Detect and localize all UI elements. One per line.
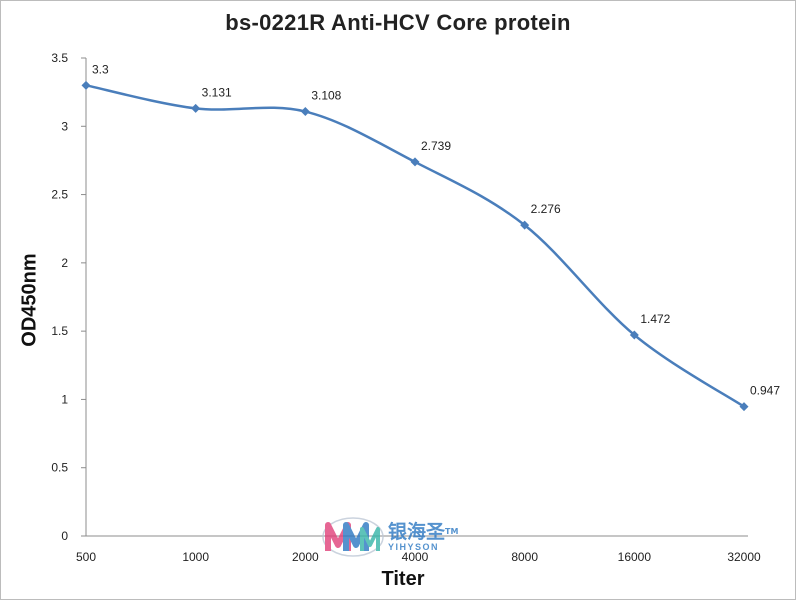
y-tick-label: 1 bbox=[61, 392, 68, 406]
data-point bbox=[410, 157, 420, 167]
x-axis-label: Titer bbox=[381, 568, 425, 590]
data-label: 0.947 bbox=[750, 384, 780, 398]
series-line bbox=[85, 84, 745, 408]
data-point bbox=[81, 80, 91, 90]
data-labels: 3.3 3.131 3.108 2.739 2.276 1.472 0.947 bbox=[92, 62, 780, 397]
yihyson-logo-icon bbox=[322, 517, 384, 557]
y-tick-label: 2 bbox=[61, 256, 68, 270]
x-tick-label: 32000 bbox=[727, 550, 761, 564]
data-label: 2.739 bbox=[421, 139, 451, 153]
axes bbox=[85, 58, 748, 537]
watermark-logo: 银海圣TM YIHYSON bbox=[322, 515, 458, 559]
chart-title: bs-0221R Anti-HCV Core protein bbox=[225, 10, 571, 35]
x-tick-label: 16000 bbox=[618, 550, 652, 564]
data-label: 3.131 bbox=[202, 85, 232, 99]
x-tick-labels: 500 1000 2000 4000 8000 16000 32000 bbox=[76, 550, 761, 564]
watermark-tm: TM bbox=[445, 527, 459, 536]
x-tick-label: 1000 bbox=[182, 550, 209, 564]
y-tick-label: 3 bbox=[61, 119, 68, 133]
y-tick-label: 1.5 bbox=[51, 324, 68, 338]
data-point bbox=[520, 220, 530, 230]
data-label: 1.472 bbox=[640, 312, 670, 326]
data-point bbox=[300, 107, 310, 117]
data-point bbox=[629, 330, 639, 340]
data-label: 3.108 bbox=[311, 89, 341, 103]
data-point bbox=[739, 402, 749, 412]
watermark-en-text: YIHYSON bbox=[388, 542, 440, 552]
data-label: 2.276 bbox=[531, 202, 561, 216]
y-tick-label: 0.5 bbox=[51, 461, 68, 475]
watermark-cn-text: 银海圣 bbox=[388, 521, 446, 543]
y-tick-labels: 0 0.5 1 1.5 2 2.5 3 3.5 bbox=[51, 51, 86, 543]
y-tick-label: 0 bbox=[61, 529, 68, 543]
y-tick-label: 2.5 bbox=[51, 188, 68, 202]
data-label: 3.3 bbox=[92, 62, 109, 76]
x-tick-label: 500 bbox=[76, 550, 96, 564]
data-points bbox=[81, 80, 749, 412]
x-tick-label: 4000 bbox=[402, 550, 429, 564]
data-point bbox=[191, 103, 201, 113]
x-tick-label: 2000 bbox=[292, 550, 319, 564]
y-tick-label: 3.5 bbox=[51, 51, 68, 65]
x-tick-label: 8000 bbox=[511, 550, 538, 564]
